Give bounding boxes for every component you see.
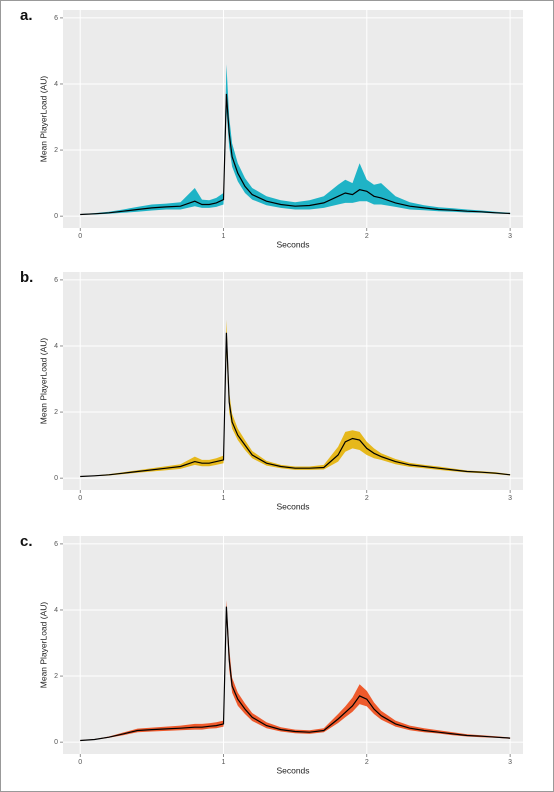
panel: 0 2 4 6 0 1 2 3 Seconds Mean PlayerLoad (AU) c.	[20, 533, 523, 775]
panel-label: c.	[20, 533, 33, 550]
x-tick-label: 2	[365, 495, 369, 502]
x-tick-label: 3	[508, 495, 512, 502]
x-axis-title: Seconds	[276, 239, 309, 249]
x-tick-label: 2	[365, 759, 369, 766]
plot-background	[63, 536, 523, 754]
mean-line	[80, 93, 511, 216]
plot-background	[63, 272, 523, 490]
y-tick-label: 4	[54, 81, 58, 88]
mean-line	[80, 606, 511, 742]
y-tick-label: 2	[54, 147, 58, 154]
x-tick-label: 0	[78, 759, 82, 766]
panel: 0 2 4 6 0 1 2 3 Seconds Mean PlayerLoad (AU) b.	[20, 269, 523, 511]
x-tick-label: 1	[222, 495, 226, 502]
y-tick-label: 4	[54, 607, 58, 614]
y-tick-label: 0	[54, 213, 58, 220]
x-tick-label: 1	[222, 759, 226, 766]
panel: 0 2 4 6 0 1 2 3 Seconds Mean PlayerLoad (AU) a.	[20, 7, 523, 249]
x-axis-title: Seconds	[276, 765, 309, 775]
y-tick-label: 0	[54, 739, 58, 746]
y-axis-title: Mean PlayerLoad (AU)	[38, 602, 48, 689]
y-tick-label: 2	[54, 673, 58, 680]
x-tick-label: 3	[508, 233, 512, 240]
y-axis-title: Mean PlayerLoad (AU)	[38, 338, 48, 425]
x-tick-label: 1	[222, 233, 226, 240]
mean-line	[80, 332, 511, 478]
panel-label: b.	[20, 269, 33, 286]
y-tick-label: 2	[54, 409, 58, 416]
panel-label: a.	[20, 7, 33, 24]
plot-background	[63, 10, 523, 228]
y-tick-label: 6	[54, 277, 58, 284]
x-tick-label: 2	[365, 233, 369, 240]
x-tick-label: 0	[78, 233, 82, 240]
y-tick-label: 6	[54, 541, 58, 548]
y-tick-label: 6	[54, 15, 58, 22]
x-tick-label: 3	[508, 759, 512, 766]
y-tick-label: 4	[54, 343, 58, 350]
y-axis-title: Mean PlayerLoad (AU)	[38, 76, 48, 163]
x-tick-label: 0	[78, 495, 82, 502]
y-tick-label: 0	[54, 475, 58, 482]
x-axis-title: Seconds	[276, 501, 309, 511]
